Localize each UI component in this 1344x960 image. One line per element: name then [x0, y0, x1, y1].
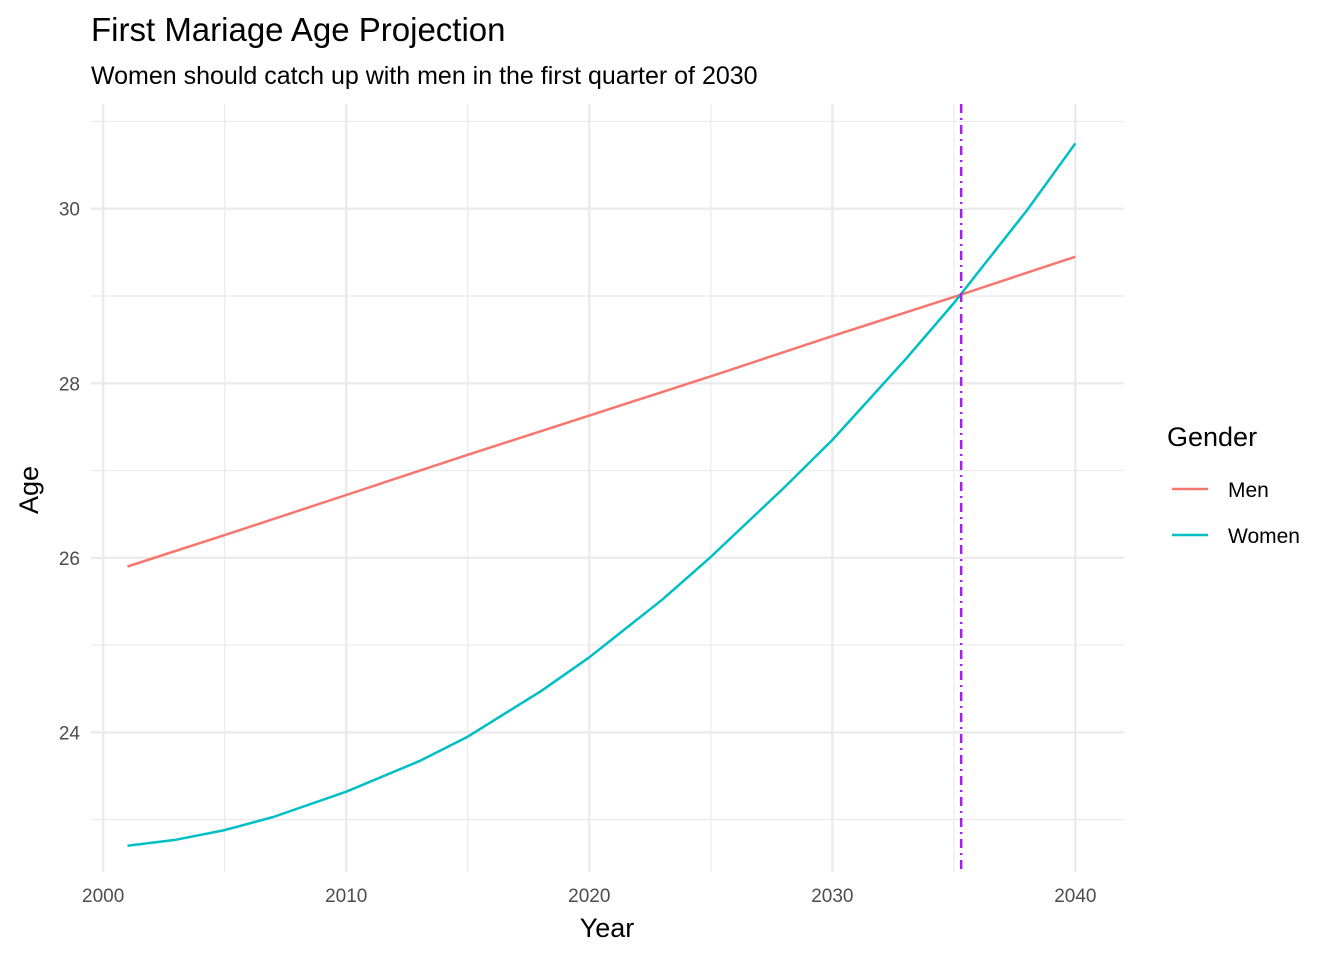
legend-label-women: Women — [1228, 525, 1300, 548]
x-tick-label: 2030 — [811, 886, 853, 907]
x-axis-ticks: 2000 2010 2020 2030 2040 — [82, 886, 1097, 907]
y-axis-title: Age — [14, 466, 44, 514]
x-tick-label: 2040 — [1054, 886, 1096, 907]
plot-grid — [91, 104, 1124, 872]
x-tick-label: 2020 — [568, 886, 610, 907]
legend-label-men: Men — [1228, 479, 1269, 502]
y-tick-label: 26 — [59, 549, 80, 570]
y-tick-label: 24 — [59, 723, 81, 744]
chart-subtitle: Women should catch up with men in the fi… — [91, 62, 758, 90]
x-axis-title: Year — [580, 913, 635, 943]
legend-title: Gender — [1167, 422, 1257, 452]
y-tick-label: 28 — [59, 374, 80, 395]
y-axis-ticks: 24 26 28 30 — [59, 200, 81, 745]
x-tick-label: 2000 — [82, 886, 124, 907]
series-lines — [127, 142, 1077, 848]
chart-title: First Mariage Age Projection — [91, 11, 506, 48]
legend: Gender Men Women — [1167, 422, 1300, 548]
x-tick-label: 2010 — [325, 886, 367, 907]
y-tick-label: 30 — [59, 200, 80, 221]
series-line-women — [127, 142, 1077, 848]
series-line-men — [127, 255, 1076, 568]
